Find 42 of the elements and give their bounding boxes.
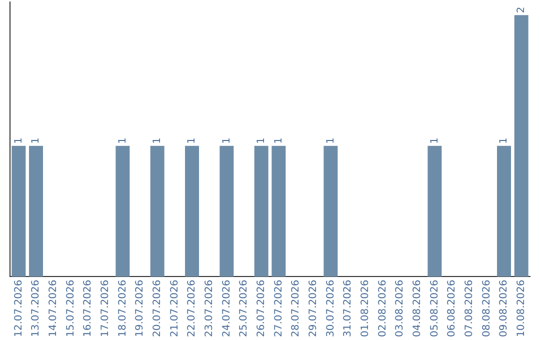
x-tick-label: 01.08.2026: [360, 280, 371, 338]
x-tick-label: 06.08.2026: [446, 280, 458, 338]
x-tick-label: 17.07.2026: [100, 280, 111, 338]
x-tick-label: 30.07.2026: [325, 280, 336, 338]
x-tick-label: 13.07.2026: [30, 280, 42, 338]
x-tick-label: 15.07.2026: [65, 280, 76, 338]
x-tick-label: 14.07.2026: [48, 280, 59, 338]
x-tick-label: 18.07.2026: [117, 280, 128, 338]
x-tick-label: 19.07.2026: [134, 280, 146, 338]
x-tick-label: 08.08.2026: [481, 280, 492, 338]
x-tick-label: 24.07.2026: [221, 280, 232, 338]
x-tick-label: 10.08.2026: [516, 280, 527, 338]
x-tick-label: 25.07.2026: [238, 280, 250, 338]
data-label: 1: [13, 138, 24, 144]
x-tick-label: 12.07.2026: [13, 280, 24, 338]
x-tick-label: 31.07.2026: [342, 280, 354, 338]
x-tick-label: 26.07.2026: [256, 280, 267, 338]
x-tick-label: 02.08.2026: [377, 280, 388, 338]
data-label: 1: [429, 138, 440, 144]
data-label: 1: [152, 138, 163, 144]
x-tick-label: 29.07.2026: [308, 280, 319, 338]
data-label: 1: [221, 138, 232, 144]
data-label: 2: [516, 6, 527, 14]
x-tick-label: 23.07.2026: [204, 280, 215, 338]
x-tick-label: 21.07.2026: [169, 280, 180, 338]
data-label: 1: [256, 138, 267, 144]
x-tick-label: 03.08.2026: [394, 280, 406, 338]
x-tick-label: 20.07.2026: [152, 280, 163, 338]
data-label: 1: [325, 138, 336, 144]
data-label: 1: [30, 138, 42, 144]
data-label: 1: [186, 138, 198, 144]
x-tick-label: 07.08.2026: [464, 280, 475, 338]
data-label: 1: [273, 138, 284, 144]
x-tick-label: 04.08.2026: [412, 280, 423, 338]
x-tick-label: 22.07.2026: [186, 280, 198, 338]
x-tick-label: 16.07.2026: [82, 280, 94, 338]
x-tick-label: 05.08.2026: [429, 280, 440, 338]
x-tick-label: 27.07.2026: [273, 280, 284, 338]
data-label: 1: [117, 138, 128, 144]
x-tick-label: 28.07.2026: [290, 280, 302, 338]
data-label: 1: [498, 138, 510, 144]
x-tick-label: 09.08.2026: [498, 280, 510, 338]
